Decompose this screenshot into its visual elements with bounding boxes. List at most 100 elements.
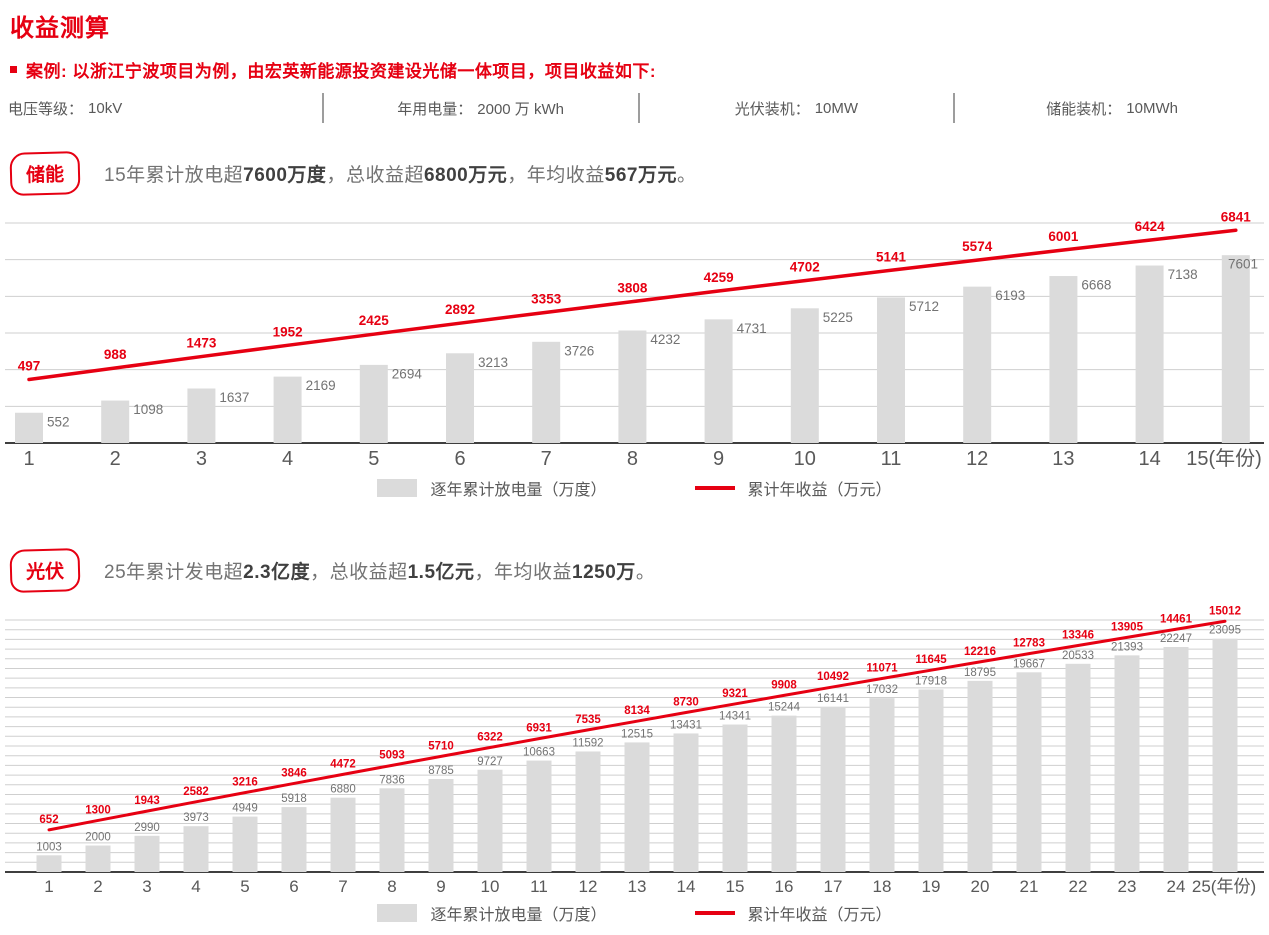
x-tick-label: 11 xyxy=(530,877,548,896)
line-value-label: 4472 xyxy=(330,758,356,770)
pv-chart: 1003 2000 2990 3973 4949 5918 6880 7836 8785 9727… xyxy=(5,586,1264,903)
bar xyxy=(575,751,601,872)
bar xyxy=(877,297,905,443)
info-value: 10kV xyxy=(88,99,123,117)
x-tick-label: 23 xyxy=(1118,877,1137,896)
bar-value-label: 4731 xyxy=(737,321,767,336)
summary-text: ，总收益超 xyxy=(310,562,408,583)
bar xyxy=(134,835,160,872)
bar-value-label: 3973 xyxy=(183,812,209,824)
info-label: 年用电量： xyxy=(397,100,473,118)
bar-value-label: 20533 xyxy=(1062,650,1094,662)
bar xyxy=(618,330,647,443)
info-value: 2000 万 kWh xyxy=(477,100,564,118)
bar xyxy=(673,733,699,872)
bar-value-label: 11592 xyxy=(572,737,603,749)
summary-text: 6800万元 xyxy=(423,165,508,186)
bar-value-label: 9727 xyxy=(477,756,503,768)
bar xyxy=(771,715,797,872)
bar-value-label: 6193 xyxy=(995,288,1025,303)
line-value-label: 15012 xyxy=(1209,605,1241,617)
bar xyxy=(1212,638,1238,872)
x-tick-label: 10 xyxy=(794,448,816,470)
bar-value-label: 1637 xyxy=(219,390,249,405)
line-value-label: 1952 xyxy=(273,324,303,339)
bar-value-label: 18795 xyxy=(964,667,996,679)
divider xyxy=(637,93,640,123)
line-value-label: 9908 xyxy=(771,679,797,691)
x-tick-label: 6 xyxy=(454,448,465,470)
x-tick-label: 16 xyxy=(775,877,794,896)
x-tick-label: 11 xyxy=(881,448,902,470)
bar-value-label: 2694 xyxy=(392,366,423,381)
line-value-label: 6001 xyxy=(1048,229,1079,244)
bar-value-label: 10663 xyxy=(523,747,555,759)
summary-text: 15年累计放电超 xyxy=(104,165,244,186)
summary-text: 25年累计发电超 xyxy=(104,562,244,583)
line-value-label: 5093 xyxy=(379,749,405,761)
line-value-label: 2425 xyxy=(359,313,390,328)
line-value-label: 5710 xyxy=(428,740,454,752)
line-value-label: 12216 xyxy=(964,646,996,658)
x-tick-label: 14 xyxy=(677,877,696,896)
line-value-label: 12783 xyxy=(1013,638,1045,650)
bar xyxy=(722,724,748,872)
bar-legend-label: 逐年累计放电量（万度） xyxy=(430,482,607,499)
summary-text: ，年均收益 xyxy=(474,562,573,583)
summary-text: ，年均收益 xyxy=(507,165,605,186)
bar xyxy=(1114,655,1140,872)
line-value-label: 3846 xyxy=(281,767,307,779)
x-tick-label: 15(年份) xyxy=(1186,447,1262,470)
case-note-row: 案例: 以浙江宁波项目为例，由宏英新能源投资建设光储一体项目，项目收益如下: xyxy=(10,57,656,82)
x-tick-label: 15 xyxy=(726,877,745,896)
x-tick-label: 5 xyxy=(368,448,379,470)
x-tick-label: 1 xyxy=(44,877,53,896)
x-tick-label: 3 xyxy=(196,448,207,470)
info-pv-capacity: 光伏装机： 10MW xyxy=(640,98,954,119)
summary-text: 1250万 xyxy=(572,562,636,583)
info-storage-capacity: 储能装机： 10MWh xyxy=(955,98,1269,119)
bar-value-label: 12515 xyxy=(621,728,653,740)
bar-value-label: 3726 xyxy=(564,343,594,358)
line-value-label: 13905 xyxy=(1111,621,1144,633)
bar-value-label: 6880 xyxy=(330,784,356,796)
info-value: 10MW xyxy=(814,99,859,117)
info-annual-consumption: 年用电量： 2000 万 kWh xyxy=(324,98,638,119)
line-legend-label: 累计年收益（万元） xyxy=(747,907,892,924)
bar-value-label: 3213 xyxy=(478,355,508,370)
bar-value-label: 2000 xyxy=(85,832,111,844)
bar xyxy=(1049,276,1078,443)
bar-value-label: 1098 xyxy=(133,402,163,417)
x-tick-label: 14 xyxy=(1138,448,1160,470)
bar-value-label: 17032 xyxy=(866,684,898,696)
storage-chart-legend: 逐年累计放电量（万度） 累计年收益（万元） xyxy=(0,476,1269,500)
bar xyxy=(183,826,209,872)
bar xyxy=(232,816,258,872)
x-tick-label: 4 xyxy=(282,448,293,470)
bar-value-label: 22247 xyxy=(1160,633,1192,645)
bar-legend-swatch xyxy=(377,479,418,497)
bar xyxy=(1163,646,1189,872)
line-value-label: 1300 xyxy=(85,804,111,816)
info-label: 电压等级： xyxy=(8,100,84,118)
bar-value-label: 552 xyxy=(47,414,70,429)
storage-section-header: 储能 15年累计放电超7600万度，总收益超6800万元，年均收益567万元。 xyxy=(9,151,696,196)
info-label: 光伏装机： xyxy=(734,100,810,118)
bar xyxy=(963,286,992,443)
bar xyxy=(918,689,944,872)
bar-value-label: 14341 xyxy=(719,711,751,723)
bar-value-label: 15244 xyxy=(768,702,801,714)
line-value-label: 988 xyxy=(104,347,127,362)
bar-value-label: 21393 xyxy=(1111,641,1143,653)
line-value-label: 13346 xyxy=(1062,629,1094,641)
pv-section-header: 光伏 25年累计发电超2.3亿度，总收益超1.5亿元，年均收益1250万。 xyxy=(9,548,655,593)
bar xyxy=(532,341,561,443)
bar-value-label: 17918 xyxy=(915,675,947,687)
page-title: 收益测算 xyxy=(10,15,110,42)
x-tick-label: 21 xyxy=(1020,877,1039,896)
revenue-line xyxy=(47,619,1227,832)
line-value-label: 9321 xyxy=(722,688,748,700)
info-voltage-level: 电压等级： 10kV xyxy=(0,98,322,119)
bar xyxy=(446,353,474,443)
